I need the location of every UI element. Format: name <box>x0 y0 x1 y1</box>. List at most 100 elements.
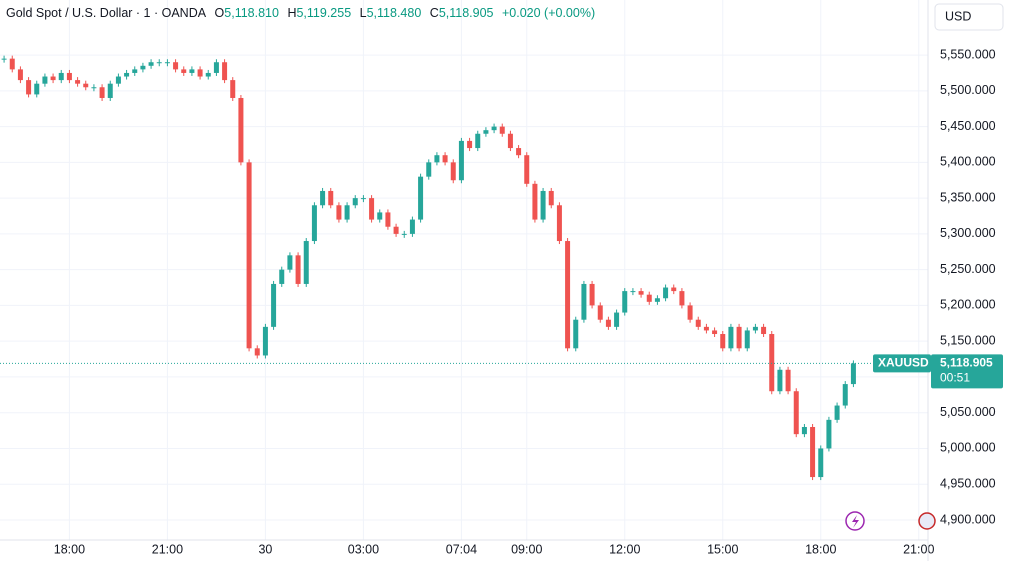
candle <box>785 369 791 392</box>
flag-icon <box>918 512 936 530</box>
candle <box>279 269 285 284</box>
candle <box>369 198 375 220</box>
candle <box>295 255 301 284</box>
candle <box>140 65 146 70</box>
candle <box>377 212 383 220</box>
x-tick-label: 12:00 <box>609 542 640 556</box>
candle <box>197 69 203 77</box>
candle <box>336 205 342 220</box>
candle <box>401 233 407 235</box>
candle <box>728 326 734 349</box>
y-tick-label: 5,300.000 <box>940 226 996 240</box>
candle <box>744 330 750 349</box>
candle <box>91 87 97 89</box>
candle <box>426 162 432 177</box>
ohlc-key: H <box>287 6 297 20</box>
symbol-title: Gold Spot / U.S. Dollar · 1 · OANDA <box>6 6 207 20</box>
y-tick-label: 5,150.000 <box>940 333 996 347</box>
candle <box>311 205 317 242</box>
candle <box>303 241 309 284</box>
ohlc-key: L <box>359 6 367 20</box>
candle <box>328 190 334 206</box>
candle <box>434 155 440 163</box>
x-tick-label: 15:00 <box>707 542 738 556</box>
candle <box>115 76 121 84</box>
candle <box>230 80 236 98</box>
y-tick-label: 5,450.000 <box>940 119 996 133</box>
candle <box>75 80 81 84</box>
y-tick-label: 5,500.000 <box>940 83 996 97</box>
candle <box>679 291 685 306</box>
symbol-badge <box>873 354 931 373</box>
candle <box>181 69 187 73</box>
candle <box>720 334 726 349</box>
candle <box>99 87 105 98</box>
candle <box>556 205 562 242</box>
y-tick-label: 5,000.000 <box>940 441 996 455</box>
candle <box>654 298 660 302</box>
candle <box>83 83 89 88</box>
candle <box>671 287 677 292</box>
candle <box>646 294 652 302</box>
ohlc-key: O <box>214 6 225 20</box>
candle <box>442 155 448 163</box>
candle <box>638 291 644 295</box>
candle <box>475 133 481 149</box>
x-tick-label: 18:00 <box>805 542 836 556</box>
candle <box>524 155 530 184</box>
candle <box>842 384 848 406</box>
change: +0.020 (+0.00%) <box>501 6 596 20</box>
candle <box>826 419 832 449</box>
candle <box>597 305 603 320</box>
candle <box>614 312 620 327</box>
y-tick-label: 5,350.000 <box>940 190 996 204</box>
candle <box>164 62 170 64</box>
candle <box>818 448 824 478</box>
candle <box>516 148 522 156</box>
y-tick-label: 5,400.000 <box>940 155 996 169</box>
price-badge <box>931 354 1003 389</box>
y-tick-label: 5,200.000 <box>940 298 996 312</box>
countdown: 00:51 <box>940 371 970 385</box>
candle <box>663 287 669 299</box>
candle <box>124 72 130 77</box>
candle <box>271 283 277 327</box>
ohlc-value: 5,118.810 <box>224 6 279 20</box>
candle <box>205 72 211 77</box>
candle <box>344 205 350 220</box>
x-tick-label: 09:00 <box>511 542 542 556</box>
candle <box>630 291 636 293</box>
candle <box>1 58 7 60</box>
candle <box>222 62 228 81</box>
candle <box>712 330 718 335</box>
candle <box>581 283 587 320</box>
candle <box>213 62 219 73</box>
candle <box>793 391 799 435</box>
candle <box>687 305 693 320</box>
candle <box>50 76 56 81</box>
candle <box>132 69 138 73</box>
candle <box>254 348 260 356</box>
candle <box>695 319 701 327</box>
candle <box>761 326 767 335</box>
event-icon-bolt <box>852 515 859 528</box>
y-tick-label: 4,950.000 <box>940 477 996 491</box>
last-price-label: 5,118.905 <box>940 356 993 370</box>
y-tick-label: 5,050.000 <box>940 405 996 419</box>
candle <box>393 226 399 234</box>
candle <box>320 190 326 206</box>
candle <box>189 69 195 73</box>
candle <box>42 76 48 84</box>
candle <box>834 405 840 420</box>
candle <box>850 363 856 385</box>
currency-label: USD <box>945 9 971 23</box>
candle <box>483 130 489 134</box>
x-tick-label: 30 <box>258 542 272 556</box>
x-tick-label: 03:00 <box>348 542 379 556</box>
candle <box>418 176 424 220</box>
candle <box>565 241 571 349</box>
candle <box>467 140 473 149</box>
candle <box>491 126 497 131</box>
candle <box>107 83 113 98</box>
candle <box>238 97 244 163</box>
